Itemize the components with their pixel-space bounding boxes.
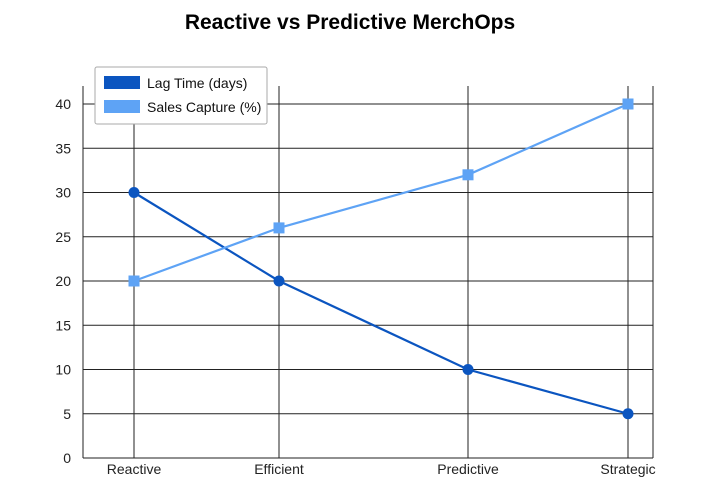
data-point: [462, 169, 474, 181]
x-tick-label: Efficient: [254, 461, 304, 477]
data-point: [273, 222, 285, 234]
series-line: [133, 102, 629, 283]
data-point: [622, 98, 634, 110]
series-line: [133, 191, 629, 415]
legend: Lag Time (days) Sales Capture (%): [94, 66, 268, 125]
y-tick-label: 20: [55, 273, 71, 289]
legend-swatch: [104, 76, 140, 89]
y-tick-label: 40: [55, 96, 71, 112]
y-tick-label: 35: [55, 140, 71, 156]
x-tick-label: Predictive: [437, 461, 499, 477]
data-point: [128, 275, 140, 287]
legend-label: Lag Time (days): [147, 75, 247, 91]
y-tick-label: 30: [55, 185, 71, 201]
x-tick-label: Strategic: [600, 461, 655, 477]
legend-swatch: [104, 100, 140, 113]
data-point: [273, 275, 285, 287]
data-point: [128, 187, 140, 198]
y-tick-label: 25: [55, 229, 71, 245]
y-tick-label: 0: [63, 450, 71, 466]
y-tick-label: 10: [55, 362, 71, 378]
chart-title: Reactive vs Predictive MerchOps: [185, 11, 515, 34]
x-tick-label: Reactive: [107, 461, 162, 477]
y-tick-label: 15: [55, 317, 71, 333]
data-point: [462, 364, 474, 375]
legend-label: Sales Capture (%): [147, 99, 261, 115]
y-tick-label: 5: [63, 406, 71, 422]
data-point: [622, 408, 634, 420]
